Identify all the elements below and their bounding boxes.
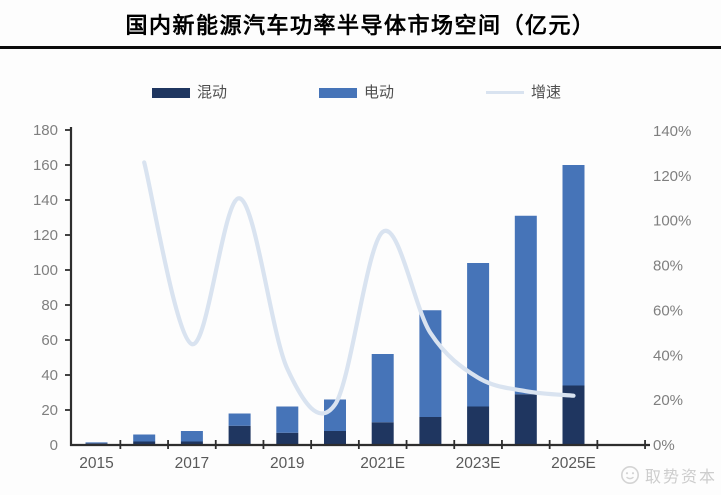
growth-line (142, 160, 576, 416)
bar-hybrid-2019 (276, 432, 299, 445)
legend-item-growth: 增速 (486, 85, 561, 100)
smiley-face-icon (620, 466, 639, 484)
legend-item-electric: 电动 (319, 85, 394, 100)
bar-hybrid-2021E (371, 422, 394, 445)
legend-item-hybrid: 混动 (152, 85, 227, 100)
bar-hybrid-2025E (562, 385, 585, 445)
chart-title: 国内新能源汽车功率半导体市场空间（亿元） (125, 13, 596, 38)
legend-label-electric: 电动 (364, 84, 395, 101)
y-axis-label: 80 (41, 297, 58, 314)
x-axis-label: 2019 (270, 455, 304, 472)
x-axis-label: 2015 (79, 455, 113, 472)
watermark-text: 取势资本 (644, 469, 717, 486)
bar-hybrid-2024E (514, 394, 537, 445)
bar-hybrid-2018 (228, 425, 251, 445)
bar-electric-2018 (228, 413, 251, 426)
bar-electric-2024E (514, 215, 537, 395)
bar-hybrid-2023E (467, 406, 490, 445)
x-axis-label: 2021E (360, 455, 405, 472)
bar-electric-2016 (133, 434, 156, 442)
right-axis-label: 0% (653, 437, 675, 454)
x-axis-label: 2017 (175, 455, 209, 472)
y-axis-label: 180 (33, 122, 58, 139)
electric-swatch-icon (319, 87, 358, 98)
bar-hybrid-2020 (324, 431, 346, 445)
watermark: 取势资本 (620, 463, 717, 487)
bar-electric-2019 (276, 406, 299, 433)
growth-line-swatch-icon (486, 90, 525, 95)
y-axis-label: 40 (41, 367, 58, 384)
y-axis-label: 100 (33, 262, 58, 279)
right-axis-label: 80% (653, 258, 683, 275)
bar-electric-2020 (324, 399, 346, 431)
bar-electric-2023E (467, 263, 490, 407)
x-axis-label: 2023E (456, 455, 501, 472)
bar-electric-2017 (180, 431, 203, 442)
y-axis-label: 140 (33, 192, 58, 209)
y-axis-label: 120 (33, 227, 58, 244)
x-axis-label: 2025E (551, 455, 596, 472)
bar-electric-2022E (419, 310, 442, 417)
bar-hybrid-2022E (419, 417, 442, 445)
right-axis-label: 100% (653, 213, 691, 230)
bar-hybrid-2017 (180, 441, 203, 445)
right-axis-label: 20% (653, 392, 683, 409)
bar-electric-2021E (371, 354, 394, 423)
legend-label-hybrid: 混动 (197, 84, 228, 101)
y-axis-label: 20 (41, 402, 58, 419)
y-axis-label: 60 (41, 332, 58, 349)
bar-hybrid-2016 (133, 441, 156, 445)
bar-electric-2015 (85, 442, 108, 444)
chart-legend: 混动 电动 增速 (152, 85, 561, 100)
right-axis-label: 60% (653, 302, 683, 319)
y-axis-label: 0 (50, 437, 58, 454)
legend-label-growth: 增速 (531, 84, 562, 101)
right-axis-label: 140% (653, 123, 691, 140)
right-axis-label: 120% (653, 168, 691, 185)
bar-electric-2025E (562, 165, 585, 386)
hybrid-swatch-icon (152, 87, 190, 98)
title-divider (0, 46, 721, 49)
right-axis-label: 40% (653, 347, 683, 364)
y-axis-label: 160 (33, 157, 58, 174)
